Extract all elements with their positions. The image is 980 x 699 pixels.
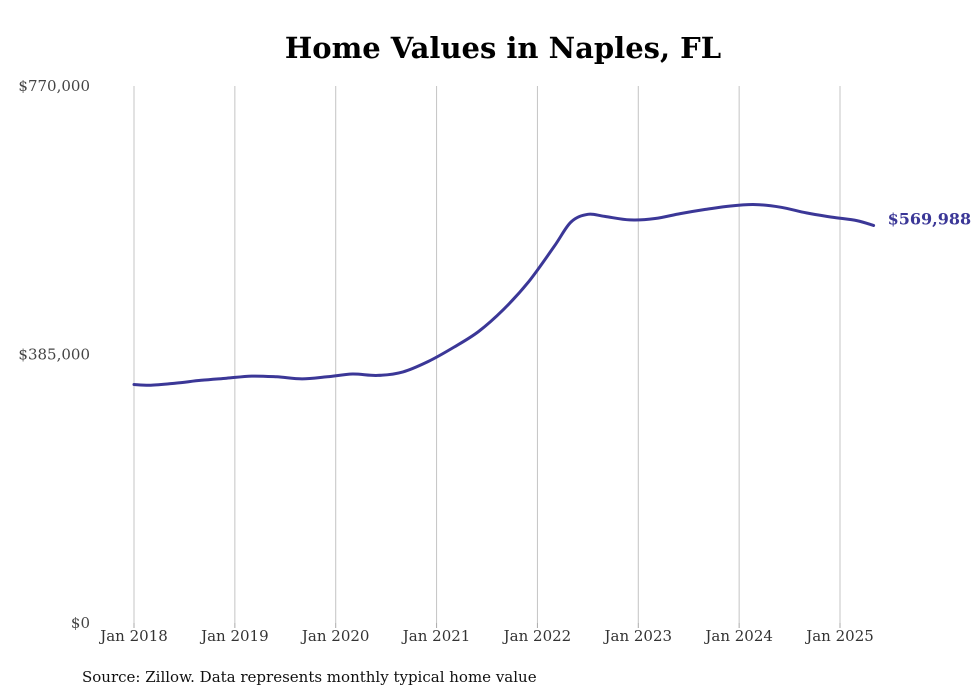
x-tick-label: Jan 2018 [98, 627, 168, 645]
x-tick-label: Jan 2023 [603, 627, 673, 645]
source-note: Source: Zillow. Data represents monthly … [82, 668, 537, 686]
x-tick-label: Jan 2021 [401, 627, 471, 645]
y-tick-label: $0 [71, 614, 90, 632]
x-tick-label: Jan 2022 [502, 627, 572, 645]
gridlines [133, 86, 841, 628]
x-tick-label: Jan 2024 [703, 627, 773, 645]
series-line-home-value [132, 203, 876, 387]
chart-title: Home Values in Naples, FL [285, 31, 721, 65]
x-tick-label: Jan 2020 [300, 627, 370, 645]
x-axis-ticks: Jan 2018 Jan 2019 Jan 2020 Jan 2021 Jan 2022… [98, 627, 874, 645]
x-tick-label: Jan 2019 [199, 627, 269, 645]
y-tick-label: $385,000 [18, 346, 90, 364]
y-tick-label: $770,000 [18, 77, 90, 95]
y-axis-ticks: $0 $385,000 $770,000 [18, 77, 90, 632]
x-tick-label: Jan 2025 [804, 627, 874, 645]
end-value-label: $569,988 [888, 209, 972, 228]
